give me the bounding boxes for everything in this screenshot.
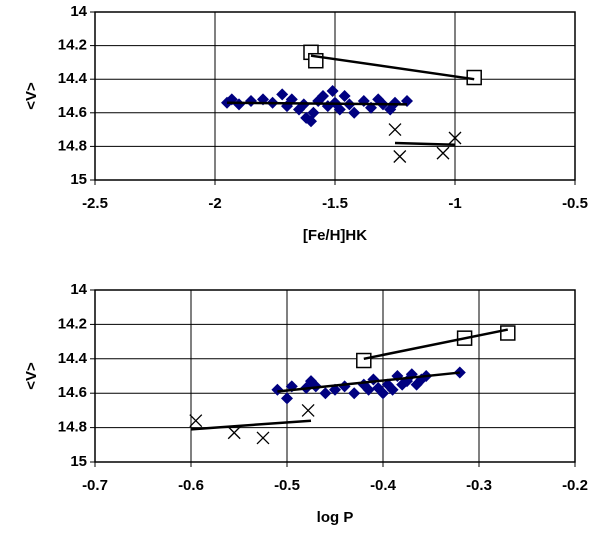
diamond-point — [319, 387, 332, 400]
cross-point — [256, 431, 270, 445]
x-tick-label: -2 — [208, 195, 221, 212]
y-tick-label: 14.6 — [58, 104, 87, 121]
trend-line — [190, 419, 312, 431]
y-tick-label: 14 — [70, 3, 87, 20]
y-axis-title: <V> — [23, 362, 40, 390]
trend-line — [277, 371, 460, 393]
diamond-point — [386, 383, 399, 396]
x-axis-title: log P — [317, 509, 354, 526]
cross-point — [448, 131, 462, 145]
x-tick-label: -0.4 — [370, 477, 397, 494]
diamond-point — [338, 380, 351, 393]
square-point — [500, 325, 516, 341]
square-point — [356, 352, 372, 369]
diamond-point — [389, 96, 401, 109]
diamond-point — [338, 90, 351, 102]
cross-point — [227, 426, 241, 440]
y-tick-label: 14.2 — [58, 37, 87, 54]
cross-point — [388, 123, 402, 137]
diamond-point — [233, 98, 245, 111]
cross-point — [189, 414, 203, 428]
y-axis-title: <V> — [23, 82, 40, 110]
diamond-point — [276, 88, 289, 101]
x-tick-label: -0.6 — [178, 477, 204, 494]
y-tick-label: 14.2 — [58, 315, 87, 332]
x-tick-label: -0.7 — [82, 477, 108, 494]
diamond-point — [333, 103, 346, 116]
diamond-point — [317, 90, 329, 102]
y-tick-label: 14.4 — [58, 70, 88, 87]
x-tick-label: -1.5 — [322, 195, 348, 212]
trend-line — [394, 141, 456, 146]
y-tick-label: 14.6 — [58, 384, 87, 401]
trend-line — [363, 328, 509, 361]
cross-point — [393, 150, 407, 163]
diamond-point — [348, 387, 361, 400]
x-tick-label: -1 — [448, 195, 461, 212]
diamond-point — [307, 106, 320, 119]
trend-line — [226, 101, 408, 106]
y-tick-label: 14.4 — [58, 350, 88, 367]
diamond-point — [348, 106, 361, 119]
y-tick-label: 14 — [70, 281, 87, 298]
x-tick-label: -0.5 — [274, 477, 300, 494]
diamond-point — [245, 95, 257, 108]
y-tick-label: 15 — [70, 453, 87, 470]
diamond-point — [362, 383, 375, 396]
cross-point — [301, 403, 315, 417]
diamond-point — [281, 392, 293, 405]
cross-point — [436, 146, 450, 160]
y-tick-label: 14.8 — [58, 137, 87, 154]
diamond-point — [326, 84, 339, 97]
x-tick-label: -0.5 — [562, 195, 588, 212]
x-axis-title: [Fe/H]HK — [303, 227, 367, 244]
x-tick-label: -2.5 — [82, 195, 108, 212]
plot-frame — [94, 11, 576, 181]
diamond-point — [271, 383, 284, 396]
y-tick-label: 15 — [70, 171, 87, 188]
x-tick-label: -0.2 — [562, 477, 588, 494]
x-tick-label: -0.3 — [466, 477, 492, 494]
diamond-point — [377, 387, 389, 400]
plot-frame — [94, 289, 576, 463]
y-tick-label: 14.8 — [58, 419, 87, 436]
trend-line — [310, 54, 475, 81]
